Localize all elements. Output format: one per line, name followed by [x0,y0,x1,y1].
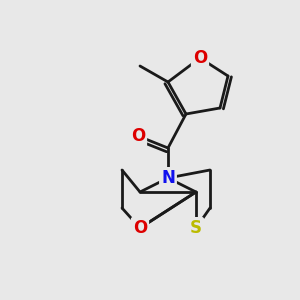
Text: S: S [190,219,202,237]
Text: O: O [131,127,145,145]
Text: N: N [161,169,175,187]
Text: O: O [133,219,147,237]
Text: O: O [193,49,207,67]
